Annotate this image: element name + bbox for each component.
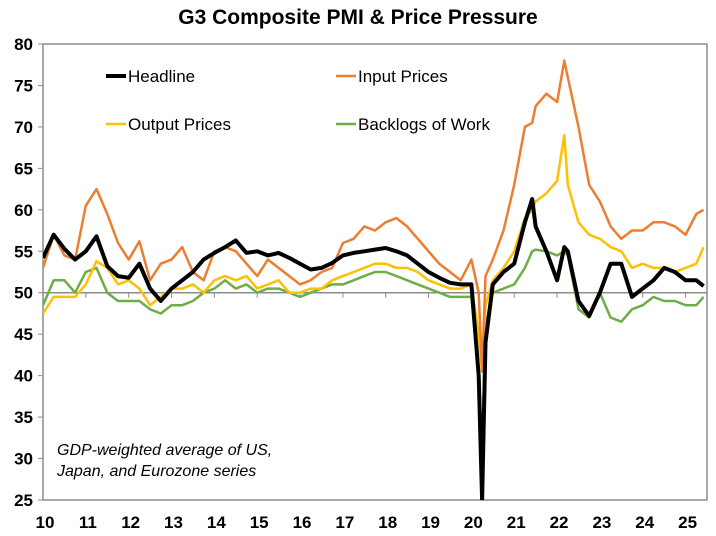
legend-label: Output Prices — [128, 115, 231, 134]
y-tick-label: 55 — [14, 242, 33, 261]
x-tick-label: 12 — [121, 513, 140, 532]
chart-title: G3 Composite PMI & Price Pressure — [178, 6, 537, 29]
legend: Headline Input Prices Output Prices Backlog… — [106, 67, 490, 134]
x-tick-label: 18 — [378, 513, 397, 532]
x-tick-label: 15 — [250, 513, 269, 532]
y-tick-label: 80 — [14, 35, 33, 54]
series-line-input-prices — [43, 59, 705, 373]
x-tick-label: 10 — [36, 513, 55, 532]
annotation-line: Japan, and Eurozone series — [56, 463, 256, 480]
series-line-headline — [43, 197, 705, 500]
y-tick-label: 65 — [14, 159, 33, 178]
x-tick-label: 22 — [550, 513, 569, 532]
x-tick-label: 11 — [79, 513, 97, 532]
legend-label: Backlogs of Work — [358, 115, 490, 134]
y-tick-label: 25 — [14, 491, 33, 510]
x-tick-label: 14 — [207, 513, 226, 532]
plot-border — [42, 43, 708, 501]
y-tick-label: 70 — [14, 118, 33, 137]
series-group — [43, 59, 705, 500]
legend-label: Headline — [128, 67, 195, 86]
x-tick-label: 25 — [678, 513, 697, 532]
y-tick-label: 50 — [14, 284, 33, 303]
y-tick-label: 30 — [14, 450, 33, 469]
x-tick-label: 16 — [293, 513, 312, 532]
series-line-output-prices — [43, 133, 705, 373]
y-tick-label: 60 — [14, 201, 33, 220]
x-axis: 10 11 12 13 14 15 16 17 18 19 20 21 22 23 24 25 — [36, 292, 697, 532]
x-tick-label: 19 — [421, 513, 440, 532]
x-tick-label: 23 — [592, 513, 611, 532]
x-tick-label: 21 — [507, 513, 526, 532]
y-tick-label: 35 — [14, 408, 33, 427]
x-tick-label: 24 — [635, 513, 654, 532]
x-tick-label: 20 — [464, 513, 483, 532]
x-tick-label: 17 — [335, 513, 354, 532]
legend-label: Input Prices — [358, 67, 448, 86]
annotation: GDP-weighted average of US, Japan, and Eu… — [56, 442, 272, 480]
y-tick-label: 40 — [14, 367, 33, 386]
annotation-line: GDP-weighted average of US, — [57, 442, 272, 459]
y-axis: 25 30 35 40 45 50 55 60 65 70 75 80 — [14, 35, 43, 510]
y-tick-label: 75 — [14, 76, 33, 95]
y-tick-label: 45 — [14, 325, 33, 344]
x-tick-label: 13 — [164, 513, 183, 532]
